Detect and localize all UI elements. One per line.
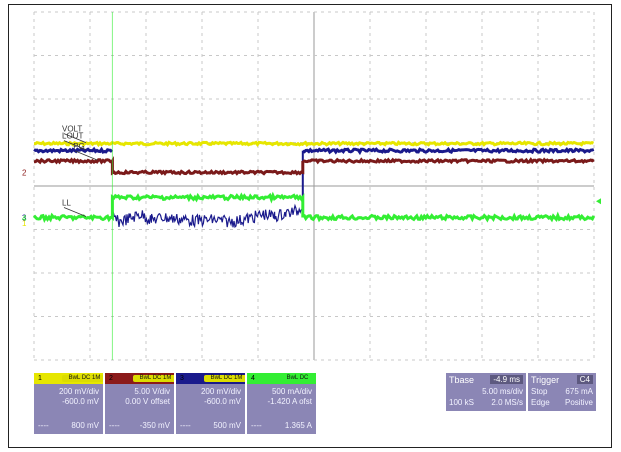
channel-header: 1 BwL DC 1M [34, 373, 103, 384]
channel-marker-1: 1 [22, 219, 27, 228]
channel-coupling: BwL DC 1M [204, 375, 245, 382]
trace-lout-droop [111, 203, 303, 229]
channel-marker-3: 3 [22, 214, 27, 223]
channel-scale: 5.00 V/div [134, 387, 170, 396]
trigger-panel[interactable]: Trigger C4 Stop 675 mA Edge Positive [528, 373, 596, 411]
trigger-type: Edge [531, 398, 550, 407]
channel-readout-dash: ---- [251, 421, 262, 430]
channel-header: 4 BwL DC [247, 373, 316, 384]
trace-label-lout: LOUT [62, 132, 83, 141]
channel-markers: 1 2 34 [22, 12, 601, 360]
channel-readout-dash: ---- [180, 421, 191, 430]
channel-coupling: BwL DC 1M [62, 375, 103, 382]
channel-readout: -350 mV [139, 421, 170, 430]
channel-scale: 200 mV/div [200, 387, 241, 396]
channel-number: 3 [177, 374, 187, 383]
trace-lout-high-left [33, 146, 114, 155]
channel-coupling: BwL DC 1M [133, 375, 174, 382]
trigger-level: 675 mA [565, 387, 593, 396]
timebase-samples: 100 kS [449, 398, 474, 407]
channel-marker-2: 2 [22, 168, 27, 177]
channel-scale: 500 mA/div [271, 387, 312, 396]
timebase-scale: 5.00 ms/div [482, 387, 523, 396]
trace-volt [33, 140, 595, 148]
channel-4-panel[interactable]: 4 BwL DC 500 mA/div -1.420 A ofst ---- 1… [247, 373, 316, 434]
channel-readout: 800 mV [71, 421, 99, 430]
trace-lout-high-right [302, 146, 595, 156]
channel-number: 2 [106, 374, 116, 383]
timebase-label: Tbase [449, 375, 475, 385]
channel-readout-dash: ---- [109, 421, 120, 430]
trigger-mode: Stop [531, 387, 548, 396]
channel-3-panel[interactable]: 3 BwL DC 1M 200 mV/div -600.0 mV ---- 50… [176, 373, 245, 434]
channel-header: 2 BwL DC 1M [105, 373, 174, 384]
channel-1-panel[interactable]: 1 BwL DC 1M 200 mV/div -600.0 mV ---- 80… [34, 373, 103, 434]
trigger-level-arrow [596, 198, 601, 205]
trace-pg [33, 156, 595, 176]
channel-coupling: BwL DC [275, 375, 316, 382]
channel-readout: 1.365 A [284, 421, 312, 430]
channel-header: 3 BwL DC 1M [176, 373, 245, 384]
trace-label-volt: VOLT [62, 125, 82, 134]
channel-readout-dash: ---- [38, 421, 49, 430]
channel-number: 1 [35, 374, 45, 383]
trace-label-leader [63, 133, 87, 143]
timebase-value: -4.9 ms [490, 375, 523, 384]
channel-2-panel[interactable]: 2 BwL DC 1M 5.00 V/div 0.00 V offset ---… [105, 373, 174, 434]
traces [32, 140, 596, 229]
channel-offset: 0.00 V offset [125, 397, 170, 406]
channel-offset: -600.0 mV [204, 397, 241, 406]
channel-marker-4: 4 [22, 214, 27, 223]
trace-label-leader [63, 207, 87, 217]
trigger-source: C4 [576, 375, 593, 384]
timebase-panel[interactable]: Tbase -4.9 ms 5.00 ms/div 100 kS 2.0 MS/… [446, 373, 526, 411]
graticule [33, 11, 595, 361]
channel-number: 4 [248, 374, 258, 383]
trace-ll [32, 191, 596, 223]
channel-offset: -1.420 A ofst [267, 397, 312, 406]
channel-readout: 500 mV [213, 421, 241, 430]
trace-label-leader [75, 150, 98, 161]
timebase-rate: 2.0 MS/s [491, 398, 523, 407]
channel-offset: -600.0 mV [62, 397, 99, 406]
trigger-label: Trigger [531, 375, 560, 385]
channel-scale: 200 mV/div [58, 387, 99, 396]
trigger-slope: Positive [564, 398, 593, 407]
trace-label-pg: PG [73, 142, 85, 151]
trace-label-ll: LL [62, 199, 71, 208]
trace-label-leader [63, 140, 87, 151]
